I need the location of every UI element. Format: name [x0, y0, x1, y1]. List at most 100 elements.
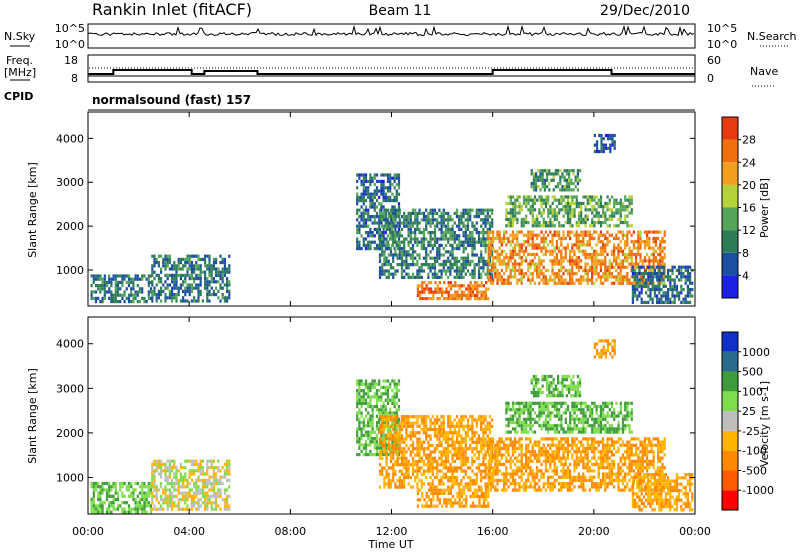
data-cell [436, 472, 439, 476]
data-cell [116, 287, 120, 291]
data-cell [533, 217, 537, 221]
data-cell [558, 224, 561, 228]
data-cell [419, 488, 422, 492]
data-cell [219, 482, 222, 486]
data-cell [393, 427, 396, 431]
data-cell [538, 275, 541, 279]
data-cell [433, 424, 437, 428]
data-cell [422, 211, 426, 215]
data-cell [582, 275, 585, 279]
data-cell [132, 507, 135, 511]
data-cell [475, 263, 478, 267]
data-cell [571, 275, 574, 279]
data-cell [373, 240, 376, 244]
data-cell [514, 268, 517, 273]
data-cell [400, 479, 404, 483]
data-cell [610, 281, 613, 285]
data-cell [525, 221, 528, 225]
data-cell [182, 485, 185, 489]
data-cell [549, 211, 552, 215]
data-cell [540, 198, 543, 202]
data-cell [166, 264, 169, 268]
data-cell [420, 263, 423, 267]
data-cell [630, 265, 633, 269]
data-cell [403, 224, 406, 228]
data-cell [455, 479, 459, 483]
data-cell [418, 466, 421, 470]
data-cell [536, 268, 539, 273]
data-cell [393, 385, 396, 389]
data-cell [509, 256, 512, 260]
data-cell [382, 240, 385, 244]
data-cell [145, 510, 148, 514]
data-cell [396, 437, 399, 441]
data-cell [482, 243, 485, 247]
data-cell [444, 431, 448, 435]
data-cell [130, 494, 133, 498]
data-cell [646, 233, 649, 237]
data-cell [533, 201, 537, 205]
data-cell [186, 299, 189, 303]
data-cell [624, 265, 627, 269]
data-cell [464, 272, 467, 276]
data-cell [522, 272, 525, 276]
data-cell [562, 230, 565, 234]
data-cell [155, 498, 158, 502]
data-cell [552, 188, 555, 192]
data-cell [464, 434, 467, 438]
data-cell [460, 447, 463, 451]
data-cell [482, 297, 485, 301]
data-cell [465, 287, 468, 291]
data-cell [484, 259, 487, 263]
data-cell [628, 262, 631, 266]
data-cell [551, 233, 554, 237]
data-cell [571, 246, 574, 250]
data-cell [407, 424, 410, 428]
data-cell [392, 463, 395, 467]
data-cell [422, 234, 426, 238]
data-cell [223, 469, 226, 473]
data-cell [223, 264, 226, 268]
data-cell [138, 300, 142, 304]
data-cell [160, 469, 163, 473]
data-cell [447, 443, 450, 448]
data-cell [416, 482, 419, 486]
data-cell [498, 278, 501, 282]
data-cell [226, 299, 229, 303]
data-cell [373, 430, 376, 434]
data-cell [411, 466, 415, 470]
data-cell [157, 501, 160, 505]
data-cell [613, 246, 616, 250]
data-cell [613, 214, 616, 218]
data-cell [422, 469, 426, 473]
data-cell [358, 227, 361, 231]
data-cell [420, 440, 423, 444]
data-cell [132, 497, 135, 502]
data-cell [471, 275, 474, 279]
data-cell [101, 287, 104, 291]
data-cell [489, 246, 492, 250]
data-cell [656, 272, 659, 276]
data-cell [597, 236, 600, 241]
data-cell [155, 494, 158, 498]
data-cell [215, 494, 218, 498]
data-cell [458, 418, 461, 422]
data-cell [440, 221, 443, 225]
data-cell [442, 224, 445, 228]
data-cell [387, 243, 390, 247]
data-cell [659, 252, 662, 257]
data-cell [661, 262, 664, 266]
data-cell [480, 437, 483, 441]
data-cell [385, 247, 388, 251]
data-cell [636, 275, 639, 279]
data-cell [195, 478, 198, 482]
data-cell [157, 472, 160, 476]
data-cell [507, 224, 510, 228]
data-cell [566, 201, 570, 205]
data-cell [110, 280, 113, 284]
data-cell [663, 230, 666, 234]
data-cell [533, 198, 537, 202]
data-cell [576, 181, 579, 186]
data-cell [380, 221, 383, 225]
data-cell [586, 195, 589, 199]
